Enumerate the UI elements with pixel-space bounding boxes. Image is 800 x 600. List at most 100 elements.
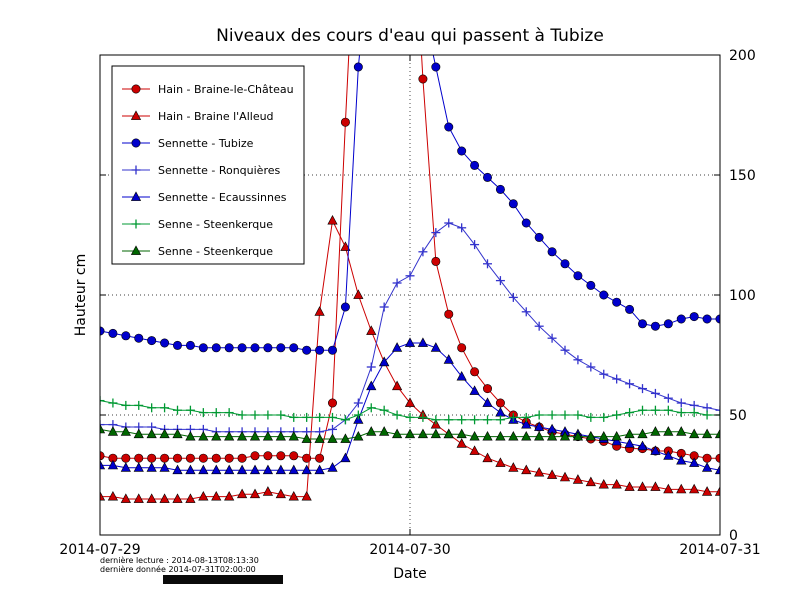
circle-marker-icon (495, 184, 505, 194)
triangle-marker-icon (572, 474, 584, 484)
plus-marker-icon (353, 398, 363, 408)
plus-marker-icon (328, 412, 337, 422)
plus-marker-icon (289, 412, 299, 422)
plus-marker-icon (100, 420, 105, 430)
circle-marker-icon (263, 451, 273, 461)
circle-marker-icon (702, 314, 712, 324)
circle-marker-icon (482, 172, 492, 182)
triangle-marker-icon (611, 430, 622, 441)
triangle-marker-icon (249, 488, 261, 499)
footer-last-reading: dernière lecture : 2014-08-13T08:13:30 (100, 556, 259, 565)
triangle-marker-icon (404, 397, 416, 407)
triangle-marker-icon (559, 471, 571, 482)
triangle-marker-icon (146, 462, 157, 472)
circle-marker-icon (131, 138, 141, 148)
circle-marker-icon (131, 84, 141, 94)
circle-marker-icon (185, 453, 195, 463)
triangle-marker-icon (650, 426, 661, 436)
plus-marker-icon (495, 415, 505, 425)
triangle-marker-icon (262, 464, 274, 475)
triangle-marker-icon (508, 462, 519, 472)
triangle-marker-icon (469, 430, 480, 441)
triangle-marker-icon (624, 481, 635, 491)
plus-marker-icon (573, 410, 583, 420)
triangle-marker-icon (224, 430, 235, 441)
plus-marker-icon (521, 412, 531, 422)
circle-marker-icon (147, 336, 157, 346)
circle-marker-icon (521, 218, 531, 228)
triangle-marker-icon (546, 430, 558, 441)
legend-entry-2: Sennette - Tubize (122, 137, 254, 150)
triangle-marker-icon (624, 428, 635, 439)
circle-marker-icon (211, 453, 221, 463)
legend-entry-3: Sennette - Ronquières (122, 164, 280, 177)
plus-marker-icon (276, 410, 286, 420)
triangle-marker-icon (701, 462, 713, 472)
triangle-marker-icon (598, 478, 609, 489)
triangle-marker-icon (185, 430, 196, 441)
plus-marker-icon (663, 405, 673, 415)
triangle-marker-icon (146, 428, 157, 439)
series-1-hain-braine-l-alleud (100, 214, 720, 503)
plus-marker-icon (676, 398, 686, 408)
triangle-marker-icon (650, 445, 661, 455)
triangle-marker-icon (120, 426, 131, 436)
circle-marker-icon (534, 232, 544, 242)
triangle-marker-icon (559, 430, 571, 441)
triangle-marker-icon (159, 428, 170, 439)
plus-marker-icon (418, 412, 428, 422)
triangle-marker-icon (391, 428, 403, 439)
plus-marker-icon (444, 218, 454, 228)
legend: Hain - Braine-le-Château Hain - Braine l'… (111, 65, 305, 265)
circle-marker-icon (495, 398, 505, 408)
plus-marker-icon (483, 259, 492, 269)
circle-marker-icon (315, 345, 325, 355)
triangle-marker-icon (288, 430, 299, 441)
triangle-marker-icon (663, 426, 674, 436)
triangle-marker-icon (288, 464, 299, 475)
x-tick-label: 2014-07-29 (59, 542, 140, 558)
plus-marker-icon (702, 410, 712, 420)
plus-marker-icon (676, 408, 686, 418)
plus-marker-icon (457, 415, 467, 425)
circle-marker-icon (250, 451, 260, 461)
triangle-marker-icon (262, 430, 274, 441)
triangle-marker-icon (637, 481, 648, 491)
triangle-marker-icon (676, 454, 687, 465)
x-tick-label: 2014-07-31 (679, 542, 760, 558)
triangle-marker-icon (366, 380, 377, 391)
triangle-marker-icon (236, 464, 248, 475)
circle-marker-icon (134, 333, 144, 343)
plus-marker-icon (625, 379, 635, 389)
triangle-marker-icon (107, 490, 119, 501)
plus-marker-icon (198, 408, 208, 418)
y-tick-label: 100 (729, 288, 756, 304)
plus-marker-icon (250, 410, 260, 420)
triangle-marker-icon (159, 462, 170, 472)
triangle-marker-icon (714, 428, 720, 439)
triangle-marker-icon (534, 430, 545, 441)
legend-box (111, 65, 305, 265)
plus-marker-icon (715, 405, 720, 415)
triangle-marker-icon (275, 488, 286, 499)
plus-marker-icon (328, 424, 337, 434)
circle-marker-icon (108, 328, 118, 338)
legend-label: Sennette - Ecaussinnes (158, 191, 287, 204)
triangle-marker-icon (100, 490, 106, 501)
circle-marker-icon (637, 319, 647, 329)
circle-marker-icon (444, 309, 454, 319)
legend-label: Sennette - Ronquières (158, 164, 280, 177)
circle-marker-icon (173, 453, 183, 463)
triangle-marker-icon (637, 440, 648, 451)
triangle-marker-icon (130, 191, 142, 201)
triangle-marker-icon (469, 385, 480, 395)
triangle-marker-icon (100, 423, 106, 434)
triangle-marker-icon (224, 464, 235, 475)
triangle-marker-icon (689, 483, 700, 494)
triangle-marker-icon (133, 462, 144, 472)
plus-marker-icon (366, 403, 376, 413)
circle-marker-icon (134, 453, 144, 463)
triangle-marker-icon (198, 464, 209, 475)
triangle-marker-icon (714, 486, 720, 496)
circle-marker-icon (650, 321, 660, 331)
